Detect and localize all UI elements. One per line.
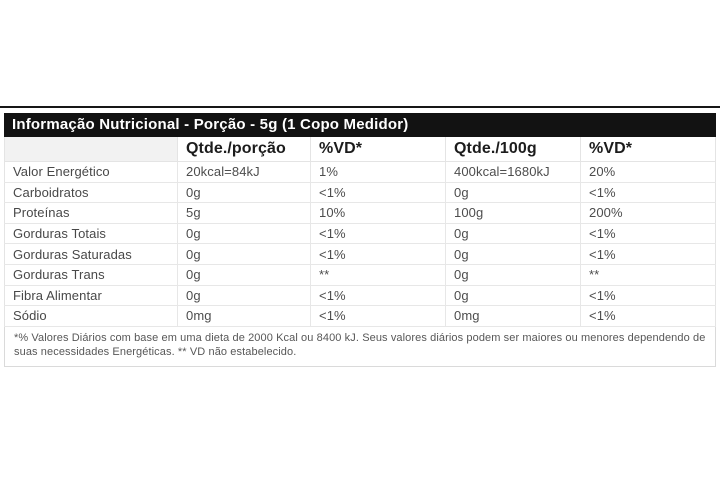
value-vd-100g: <1%: [580, 285, 716, 307]
nutrition-title-bar: Informação Nutricional - Porção - 5g (1 …: [4, 113, 716, 137]
value-vd-porcao: <1%: [310, 182, 446, 204]
value-qtde-porcao: 0g: [177, 223, 311, 245]
value-qtde-porcao: 0g: [177, 182, 311, 204]
row-label: Sódio: [4, 305, 178, 327]
value-vd-porcao: <1%: [310, 223, 446, 245]
table-row: Proteínas 5g 10% 100g 200%: [4, 202, 716, 224]
table-row: Gorduras Totais 0g <1% 0g <1%: [4, 223, 716, 245]
value-vd-porcao: **: [310, 264, 446, 286]
value-qtde-porcao: 0mg: [177, 305, 311, 327]
nutrition-table: Qtde./porção %VD* Qtde./100g %VD* Valor …: [4, 137, 716, 327]
table-row: Valor Energético 20kcal=84kJ 1% 400kcal=…: [4, 161, 716, 183]
value-vd-porcao: 1%: [310, 161, 446, 183]
value-vd-porcao: <1%: [310, 305, 446, 327]
row-label: Valor Energético: [4, 161, 178, 183]
value-vd-100g: <1%: [580, 182, 716, 204]
column-header-qtde-porcao: Qtde./porção: [177, 137, 311, 162]
table-header-row: Qtde./porção %VD* Qtde./100g %VD*: [4, 137, 716, 162]
column-header-vd-porcao: %VD*: [310, 137, 446, 162]
value-qtde-100g: 0g: [445, 182, 581, 204]
value-qtde-100g: 400kcal=1680kJ: [445, 161, 581, 183]
table-row: Carboidratos 0g <1% 0g <1%: [4, 182, 716, 204]
value-vd-100g: 20%: [580, 161, 716, 183]
value-vd-100g: 200%: [580, 202, 716, 224]
nutrition-title: Informação Nutricional - Porção - 5g (1 …: [12, 116, 409, 133]
value-qtde-100g: 0g: [445, 264, 581, 286]
value-vd-100g: <1%: [580, 305, 716, 327]
value-qtde-100g: 0mg: [445, 305, 581, 327]
top-divider: [0, 106, 720, 108]
value-qtde-porcao: 5g: [177, 202, 311, 224]
value-qtde-100g: 0g: [445, 243, 581, 265]
column-header-blank: [4, 137, 178, 162]
value-vd-100g: **: [580, 264, 716, 286]
footnote: *% Valores Diários com base em uma dieta…: [4, 326, 716, 367]
column-header-vd-100g: %VD*: [580, 137, 716, 162]
column-header-qtde-100g: Qtde./100g: [445, 137, 581, 162]
row-label: Carboidratos: [4, 182, 178, 204]
value-vd-100g: <1%: [580, 243, 716, 265]
value-qtde-100g: 100g: [445, 202, 581, 224]
value-qtde-porcao: 0g: [177, 264, 311, 286]
nutrition-label: Informação Nutricional - Porção - 5g (1 …: [4, 113, 716, 367]
table-row: Sódio 0mg <1% 0mg <1%: [4, 305, 716, 327]
row-label: Gorduras Trans: [4, 264, 178, 286]
value-qtde-porcao: 0g: [177, 285, 311, 307]
row-label: Fibra Alimentar: [4, 285, 178, 307]
row-label: Gorduras Totais: [4, 223, 178, 245]
table-row: Gorduras Trans 0g ** 0g **: [4, 264, 716, 286]
value-qtde-100g: 0g: [445, 285, 581, 307]
table-row: Gorduras Saturadas 0g <1% 0g <1%: [4, 243, 716, 265]
table-row: Fibra Alimentar 0g <1% 0g <1%: [4, 285, 716, 307]
value-vd-porcao: 10%: [310, 202, 446, 224]
row-label: Proteínas: [4, 202, 178, 224]
value-vd-100g: <1%: [580, 223, 716, 245]
row-label: Gorduras Saturadas: [4, 243, 178, 265]
value-qtde-porcao: 20kcal=84kJ: [177, 161, 311, 183]
value-qtde-porcao: 0g: [177, 243, 311, 265]
value-qtde-100g: 0g: [445, 223, 581, 245]
value-vd-porcao: <1%: [310, 243, 446, 265]
value-vd-porcao: <1%: [310, 285, 446, 307]
